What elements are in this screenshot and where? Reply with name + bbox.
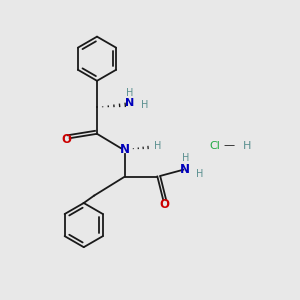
Text: Cl: Cl — [209, 141, 220, 151]
Text: H: H — [154, 141, 162, 151]
Text: O: O — [160, 198, 170, 211]
Text: H: H — [126, 88, 133, 98]
Text: H: H — [141, 100, 148, 110]
Text: —: — — [223, 141, 235, 151]
Text: H: H — [182, 153, 189, 163]
Text: H: H — [196, 169, 203, 178]
Text: H: H — [243, 141, 251, 151]
Text: N: N — [180, 163, 190, 176]
Text: N: N — [120, 143, 130, 157]
Text: O: O — [61, 133, 71, 146]
Text: N: N — [125, 98, 134, 109]
